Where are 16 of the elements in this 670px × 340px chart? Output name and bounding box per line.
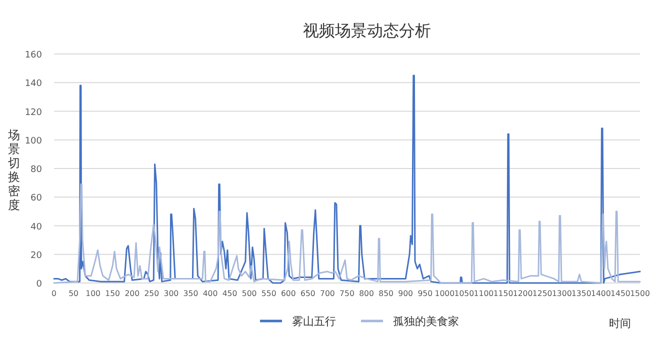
y-axis-title: 场景切换密度: [7, 128, 20, 212]
y-tick-label: 80: [30, 165, 42, 175]
y-tick-label: 60: [30, 194, 42, 204]
y-tick-label: 100: [24, 136, 42, 146]
y-tick-label: 160: [24, 50, 42, 60]
legend-label: 雾山五行: [292, 315, 336, 328]
line-series: [53, 183, 641, 284]
x-axis-title: 时间: [609, 317, 631, 330]
y-tick-label: 140: [24, 79, 42, 90]
y-tick-label: 120: [24, 108, 42, 118]
y-tick-label: 0: [36, 280, 42, 290]
y-tick-label: 20: [30, 250, 42, 261]
chart-title: 视频场景动态分析: [303, 21, 431, 40]
line-series: [53, 74, 641, 284]
y-tick-label: 40: [30, 222, 42, 232]
legend-label: 孤独的美食家: [393, 315, 459, 328]
